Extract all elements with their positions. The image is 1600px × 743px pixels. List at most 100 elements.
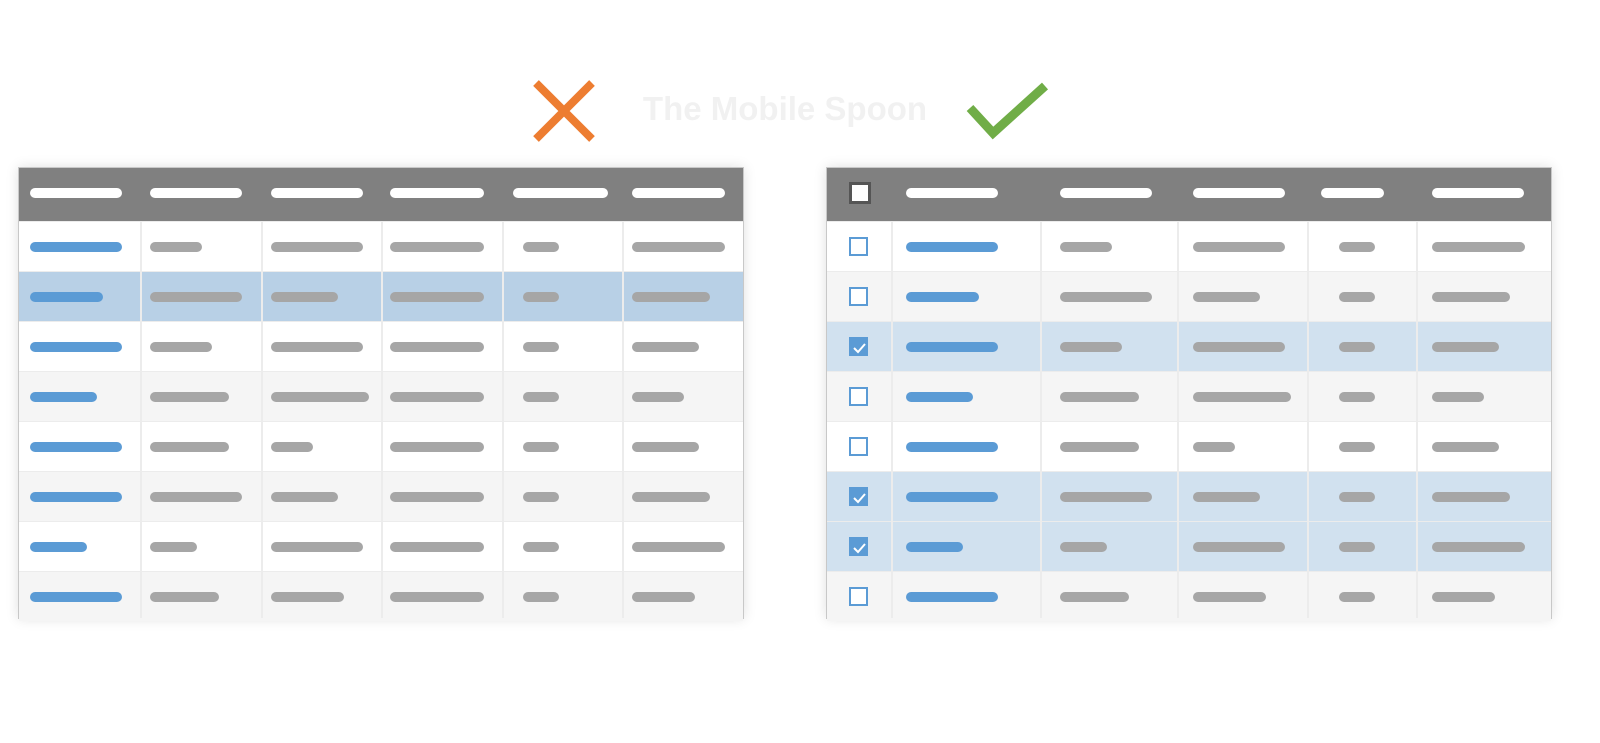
cell-placeholder <box>1432 492 1510 502</box>
cell-placeholder <box>30 442 122 452</box>
cell-placeholder <box>1193 492 1260 502</box>
cell-placeholder <box>523 292 559 302</box>
cell-placeholder <box>906 592 998 602</box>
column-header[interactable] <box>632 188 725 198</box>
cell-placeholder <box>523 542 559 552</box>
cell-placeholder <box>632 442 699 452</box>
cell-placeholder <box>390 242 484 252</box>
row-checkbox[interactable] <box>849 437 868 456</box>
cell-placeholder <box>271 292 338 302</box>
cell-placeholder <box>1193 242 1285 252</box>
cell-placeholder <box>390 342 484 352</box>
table-row[interactable] <box>827 471 1551 521</box>
cell-placeholder <box>632 242 725 252</box>
table-row[interactable] <box>827 321 1551 371</box>
cell-placeholder <box>1339 492 1375 502</box>
column-header[interactable] <box>1432 188 1524 198</box>
table-row[interactable] <box>827 521 1551 571</box>
cell-placeholder <box>1193 292 1260 302</box>
row-checkbox[interactable] <box>849 387 868 406</box>
column-divider <box>502 221 504 618</box>
table-row[interactable] <box>827 421 1551 471</box>
cell-placeholder <box>1339 392 1375 402</box>
table-row[interactable] <box>827 271 1551 321</box>
cell-placeholder <box>30 292 103 302</box>
row-checkbox[interactable] <box>849 237 868 256</box>
cell-placeholder <box>390 492 484 502</box>
cell-placeholder <box>1339 442 1375 452</box>
cell-placeholder <box>523 592 559 602</box>
column-divider <box>381 221 383 618</box>
cell-placeholder <box>523 242 559 252</box>
cell-placeholder <box>1432 592 1495 602</box>
cell-placeholder <box>1060 242 1112 252</box>
cell-placeholder <box>1432 342 1499 352</box>
checkmark-icon <box>966 82 1050 144</box>
cell-placeholder <box>632 592 695 602</box>
cell-placeholder <box>906 342 998 352</box>
row-checkbox[interactable] <box>849 587 868 606</box>
check-icon <box>853 543 866 554</box>
column-header[interactable] <box>150 188 242 198</box>
cell-placeholder <box>390 442 484 452</box>
column-header[interactable] <box>30 188 122 198</box>
cell-placeholder <box>150 592 219 602</box>
row-checkbox[interactable] <box>849 287 868 306</box>
column-header[interactable] <box>271 188 363 198</box>
cell-placeholder <box>906 292 979 302</box>
good-table <box>826 167 1552 621</box>
row-checkbox[interactable] <box>849 537 868 556</box>
column-header[interactable] <box>1193 188 1285 198</box>
row-checkbox[interactable] <box>849 337 868 356</box>
cell-placeholder <box>271 592 344 602</box>
cell-placeholder <box>150 342 212 352</box>
x-icon <box>532 80 596 146</box>
column-divider <box>140 221 142 618</box>
cell-placeholder <box>1060 542 1107 552</box>
cell-placeholder <box>1339 342 1375 352</box>
cell-placeholder <box>150 542 197 552</box>
check-icon <box>853 343 866 354</box>
select-all-checkbox[interactable] <box>849 182 871 204</box>
column-header[interactable] <box>390 188 484 198</box>
column-divider <box>1416 221 1418 618</box>
cell-placeholder <box>1339 242 1375 252</box>
cell-placeholder <box>1193 592 1266 602</box>
column-divider <box>261 221 263 618</box>
cell-placeholder <box>1339 592 1375 602</box>
cell-placeholder <box>1060 592 1129 602</box>
cell-placeholder <box>523 442 559 452</box>
cell-placeholder <box>1193 442 1235 452</box>
cell-placeholder <box>271 542 363 552</box>
cell-placeholder <box>632 392 684 402</box>
cell-placeholder <box>1193 342 1285 352</box>
cell-placeholder <box>150 392 229 402</box>
table-row[interactable] <box>827 571 1551 621</box>
cell-placeholder <box>271 492 338 502</box>
cell-placeholder <box>150 492 242 502</box>
cell-placeholder <box>523 392 559 402</box>
cell-placeholder <box>632 542 725 552</box>
cell-placeholder <box>1060 292 1152 302</box>
cell-placeholder <box>390 592 484 602</box>
cell-placeholder <box>906 492 998 502</box>
cell-placeholder <box>1193 392 1291 402</box>
column-header[interactable] <box>513 188 608 198</box>
cell-placeholder <box>271 442 313 452</box>
brand-watermark: The Mobile Spoon <box>642 90 928 127</box>
check-icon <box>853 493 866 504</box>
cell-placeholder <box>1432 292 1510 302</box>
column-divider <box>1040 221 1042 618</box>
cell-placeholder <box>390 392 484 402</box>
table-row[interactable] <box>827 371 1551 421</box>
column-header[interactable] <box>1060 188 1152 198</box>
column-header[interactable] <box>1321 188 1384 198</box>
table-row[interactable] <box>827 221 1551 271</box>
cell-placeholder <box>1339 292 1375 302</box>
column-divider <box>891 221 893 618</box>
column-header[interactable] <box>906 188 998 198</box>
row-checkbox[interactable] <box>849 487 868 506</box>
cell-placeholder <box>30 492 122 502</box>
cell-placeholder <box>1432 442 1499 452</box>
cell-placeholder <box>632 492 710 502</box>
